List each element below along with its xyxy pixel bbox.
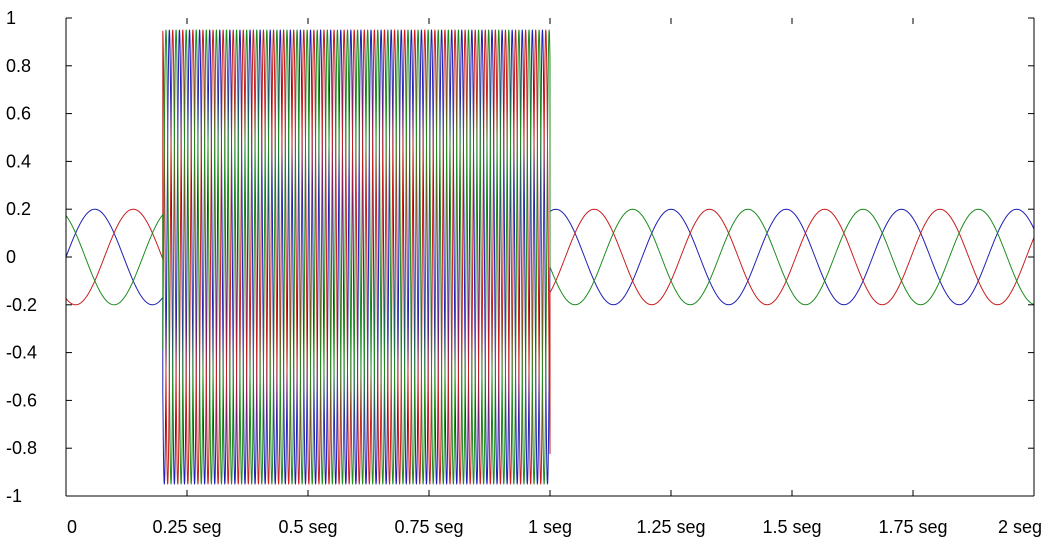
y-tick-label: -0.6 bbox=[6, 390, 37, 410]
x-tick-label: 1 seg bbox=[528, 517, 572, 537]
y-tick-label: 1 bbox=[6, 8, 16, 28]
y-tick-label: -0.2 bbox=[6, 295, 37, 315]
y-tick-label: 0.8 bbox=[6, 56, 31, 76]
x-tick-label: 0.75 seg bbox=[394, 517, 463, 537]
x-tick-label: 2 seg bbox=[998, 517, 1042, 537]
y-tick-label: 0.4 bbox=[6, 151, 31, 171]
x-tick-label: 0.5 seg bbox=[278, 517, 337, 537]
y-tick-label: -0.8 bbox=[6, 438, 37, 458]
x-tick-label: 1.25 seg bbox=[636, 517, 705, 537]
series-layer bbox=[66, 29, 1034, 485]
series-line-3 bbox=[66, 29, 1034, 485]
y-tick-label: -0.4 bbox=[6, 343, 37, 363]
y-tick-label: -1 bbox=[6, 486, 22, 506]
x-tick-label: 1.5 seg bbox=[762, 517, 821, 537]
x-tick-label: 0 bbox=[67, 517, 77, 537]
y-tick-label: 0.6 bbox=[6, 104, 31, 124]
y-tick-label: 0.2 bbox=[6, 199, 31, 219]
x-tick-label: 0.25 seg bbox=[152, 517, 221, 537]
x-tick-label: 1.75 seg bbox=[878, 517, 947, 537]
y-tick-label: 0 bbox=[6, 247, 16, 267]
tick-layer: 1 0.8 0.6 0.4 0.2 0 -0.2 -0.4 -0.6 -0.8 -1 0 0.25 se… bbox=[6, 8, 1042, 537]
